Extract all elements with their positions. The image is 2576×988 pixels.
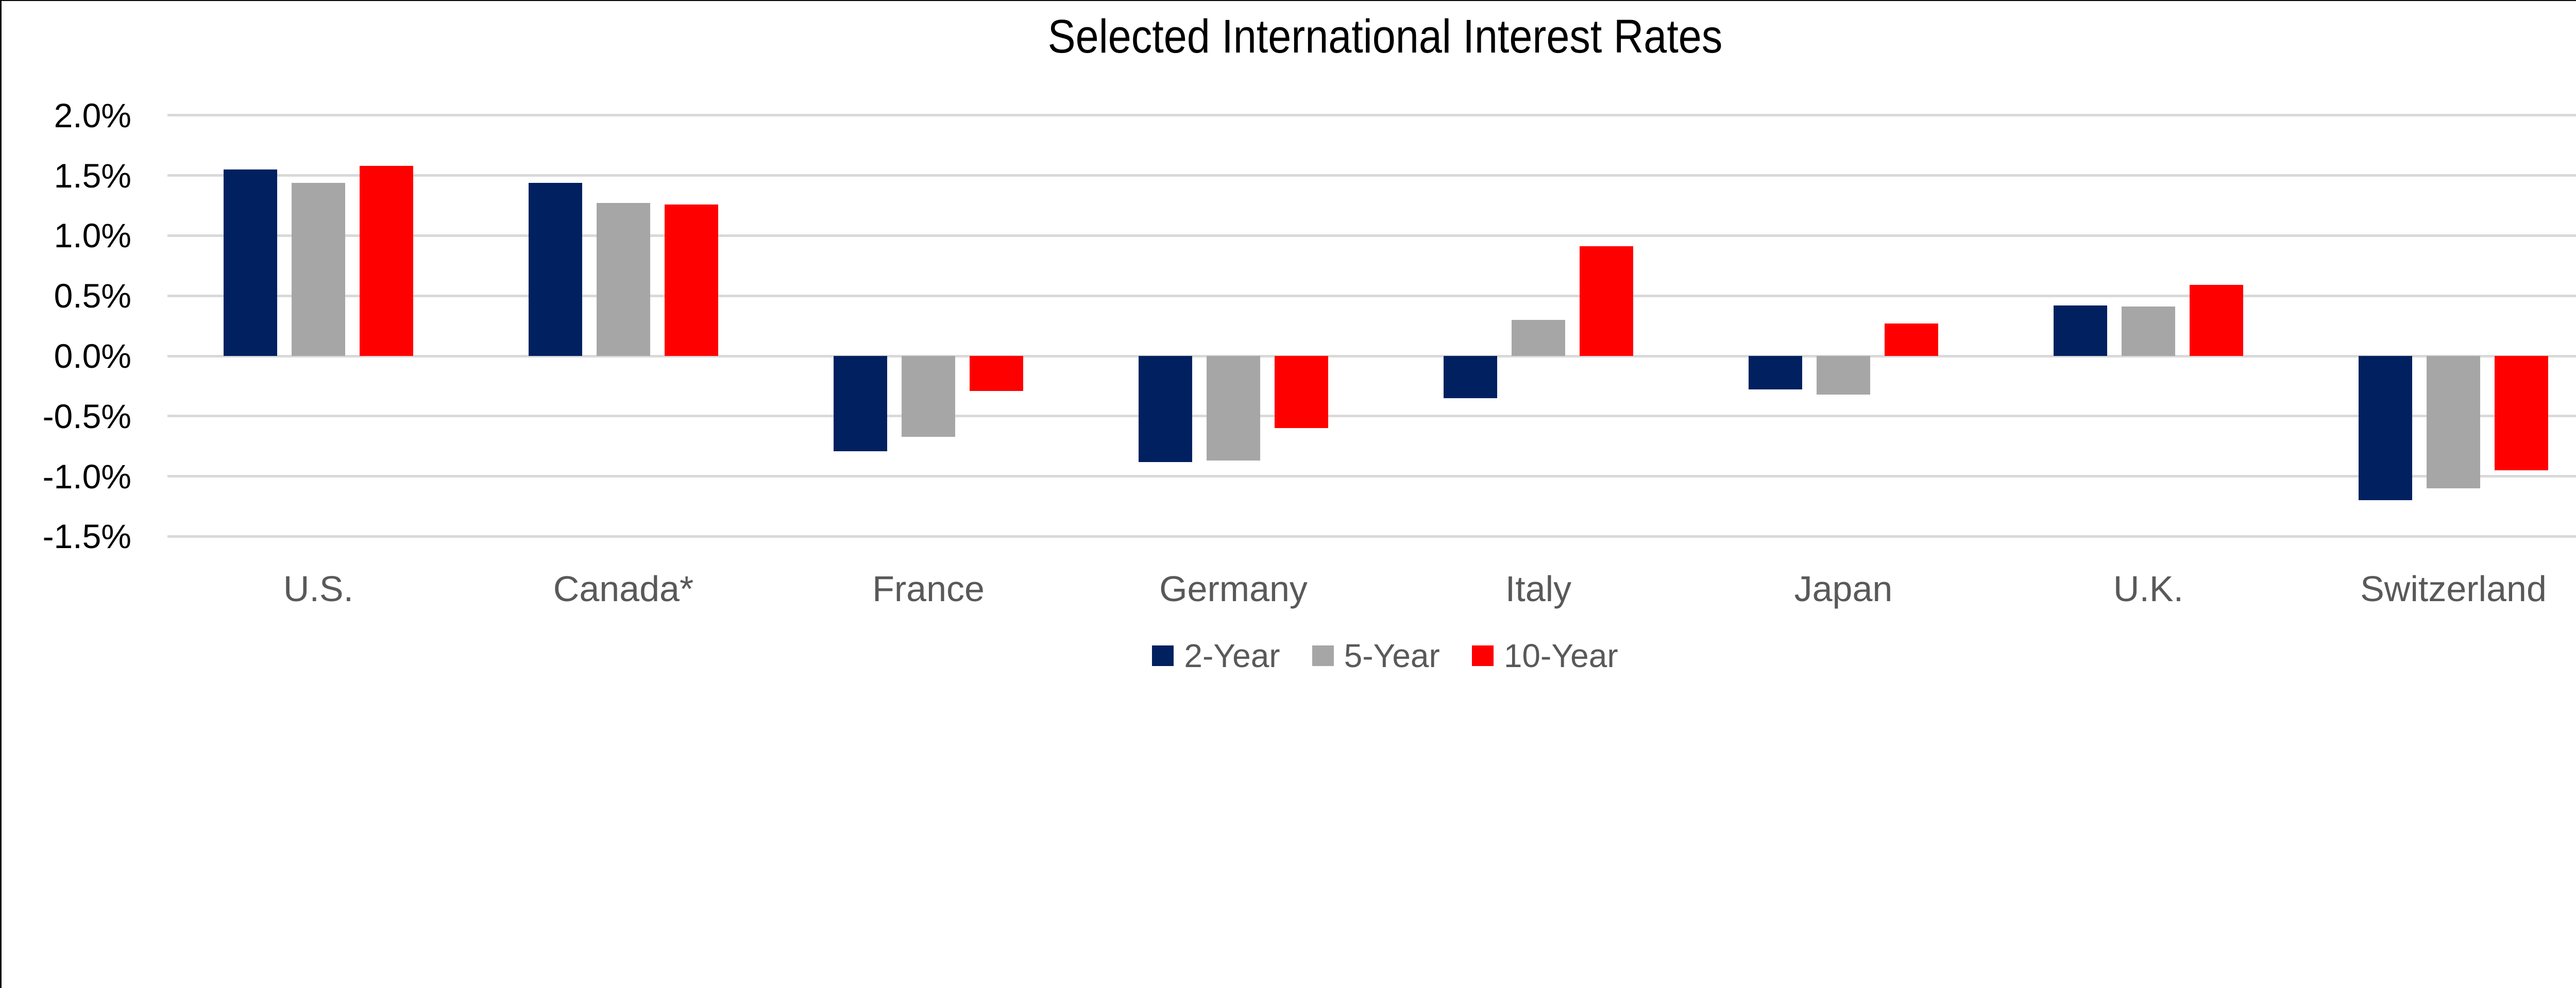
x-axis-category-label-france: France (872, 569, 985, 609)
legend-label-2-year: 2-Year (1184, 637, 1280, 674)
gridline-1-5 (167, 174, 2576, 177)
bar-japan-5-year (1817, 356, 1870, 395)
bar-germany-2-year (1139, 356, 1192, 462)
y-axis-tick-label-1-5: 1.5% (54, 156, 131, 195)
bar-switzerland-2-year (2359, 356, 2412, 501)
y-axis-tick-label-1-0: 1.0% (54, 216, 131, 255)
bar-france-10-year (970, 356, 1023, 391)
bar-switzerland-5-year (2427, 356, 2480, 488)
bar-u-k-2-year (2054, 305, 2107, 356)
legend-item-5-year: 5-Year (1312, 637, 1440, 675)
x-axis-category-label-canada: Canada* (553, 569, 694, 609)
bar-italy-10-year (1580, 246, 1633, 356)
bar-u-k-5-year (2122, 306, 2175, 356)
bar-u-k-10-year (2190, 285, 2243, 356)
y-axis-tick-label-1-5: -1.5% (42, 517, 131, 556)
gridline-0-5 (167, 294, 2576, 297)
bar-canada-5-year (597, 203, 650, 356)
bar-canada-2-year (529, 182, 582, 356)
bar-germany-10-year (1275, 356, 1328, 429)
gridline-2-0 (167, 114, 2576, 117)
y-axis-tick-label-1-0: -1.0% (42, 457, 131, 496)
x-axis-category-label-u-s: U.S. (283, 569, 354, 609)
bar-france-2-year (834, 356, 887, 451)
legend-swatch-10-year (1471, 645, 1494, 666)
bar-japan-2-year (1749, 356, 1802, 390)
y-axis-tick-label-0-5: 0.5% (54, 277, 131, 315)
bar-u-s-2-year (224, 169, 277, 356)
chart-title: Selected International Interest Rates (1047, 10, 1723, 63)
y-axis-tick-label-0-0: 0.0% (54, 337, 131, 375)
legend-label-10-year: 10-Year (1503, 637, 1618, 674)
x-axis-category-label-japan: Japan (1794, 569, 1893, 609)
bar-japan-10-year (1885, 323, 1938, 356)
legend-label-5-year: 5-Year (1344, 637, 1440, 674)
gridline-0-0 (167, 354, 2576, 357)
bar-france-5-year (902, 356, 955, 437)
legend-item-2-year: 2-Year (1152, 637, 1280, 675)
gridline-0-5 (167, 415, 2576, 418)
x-axis-category-label-germany: Germany (1159, 569, 1308, 609)
legend-swatch-2-year (1152, 645, 1174, 666)
x-axis-category-label-switzerland: Switzerland (2360, 569, 2547, 609)
bar-switzerland-10-year (2495, 356, 2548, 470)
gridline-1-0 (167, 475, 2576, 478)
x-axis-category-label-u-k: U.K. (2113, 569, 2184, 609)
bar-u-s-5-year (292, 182, 345, 356)
bar-u-s-10-year (360, 165, 413, 356)
legend-swatch-5-year (1312, 645, 1334, 666)
x-axis-category-label-italy: Italy (1505, 569, 1572, 609)
bar-italy-2-year (1444, 356, 1497, 398)
bar-italy-5-year (1512, 319, 1565, 356)
bar-canada-10-year (665, 204, 718, 356)
legend-item-10-year: 10-Year (1471, 637, 1618, 675)
bar-germany-5-year (1207, 356, 1260, 461)
gridline-1-5 (167, 535, 2576, 538)
y-axis-tick-label-2-0: 2.0% (54, 96, 131, 134)
legend: 2-Year 5-Year 10-Year (167, 635, 2576, 677)
gridline-1-0 (167, 234, 2576, 237)
y-axis-tick-label-0-5: -0.5% (42, 397, 131, 435)
